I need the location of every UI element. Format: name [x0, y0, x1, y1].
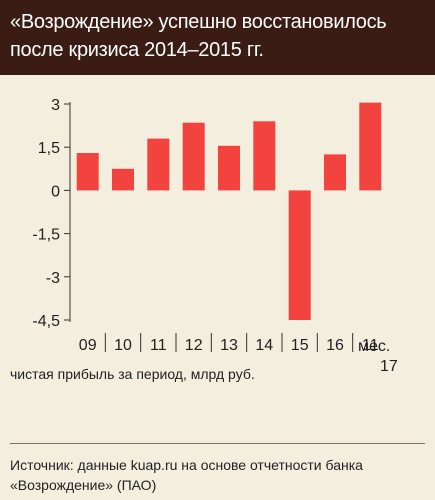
title-banner	[0, 0, 435, 75]
bar	[253, 121, 276, 191]
x-tick-label: 13	[220, 337, 238, 354]
bars	[76, 102, 382, 320]
x-tick-label: 11	[362, 337, 379, 354]
x-axis-labels: 09 10 11 12 13 14 15 16 11	[79, 333, 379, 354]
x-tick-label: 10	[114, 337, 132, 354]
x-tick-label: 16	[326, 337, 344, 354]
y-tick-label: 1,5	[38, 140, 60, 157]
y-tick-label: -1,5	[32, 227, 60, 244]
bar	[288, 190, 311, 320]
bar	[112, 168, 134, 191]
x-tick-label: 11	[150, 337, 167, 354]
x-tick-label: 15	[291, 337, 309, 354]
bar	[76, 153, 99, 191]
y-tick-label: 3	[51, 97, 60, 114]
x-unit-label: мес.	[358, 338, 391, 355]
bar	[218, 145, 240, 191]
x-tick-label: 09	[79, 337, 97, 354]
bar	[359, 102, 382, 191]
chart-title: «Возрождение» успешно восстановилось пос…	[10, 11, 387, 61]
x-tick-label: 12	[185, 337, 203, 354]
y-axis: 3 1,5 0 -1,5 -3 -4,5	[32, 97, 71, 330]
source-note: Источник: данные kuap.ru на основе отчет…	[10, 457, 363, 493]
x-unit-sublabel: 17	[380, 358, 398, 375]
divider	[10, 443, 425, 444]
x-tick-label: 14	[255, 337, 273, 354]
y-tick-label: -4,5	[32, 313, 60, 330]
bar	[182, 122, 205, 191]
y-axis-label: чистая прибыль за период, млрд руб.	[10, 366, 255, 382]
y-tick-label: -3	[46, 270, 60, 287]
bar	[147, 138, 170, 191]
bar	[324, 154, 346, 191]
y-tick-label: 0	[51, 183, 60, 200]
